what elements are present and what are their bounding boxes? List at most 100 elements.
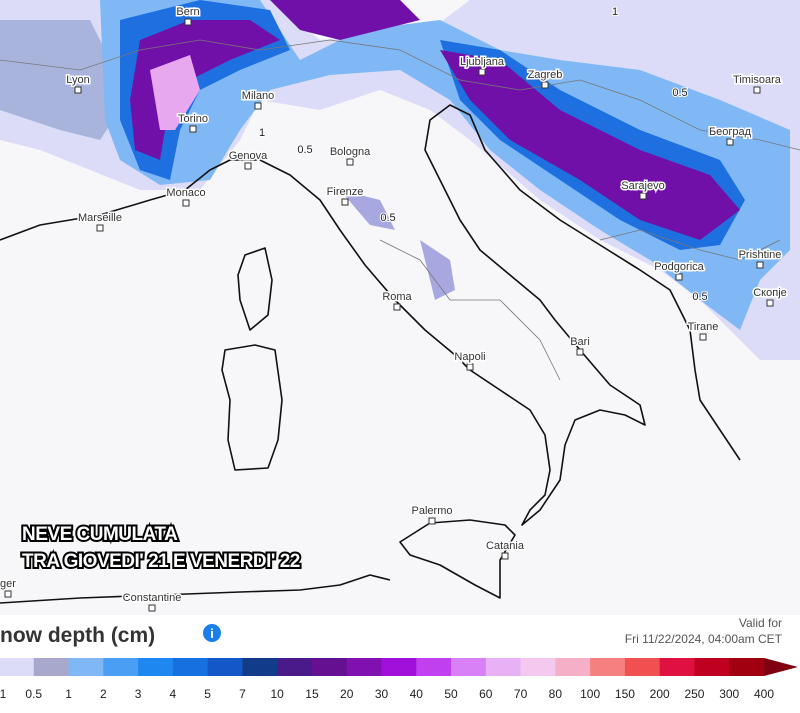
legend-tick-label: 70 xyxy=(514,687,528,701)
legend-swatch xyxy=(555,658,591,676)
place-marker xyxy=(346,158,354,166)
legend-swatch xyxy=(729,658,765,676)
legend-swatch xyxy=(520,658,556,676)
place-label: Bari xyxy=(570,336,590,348)
place-label: Monaco xyxy=(166,187,205,199)
place-marker xyxy=(393,303,401,311)
place-marker xyxy=(189,125,197,133)
legend-tick-label: 400 xyxy=(754,687,774,701)
legend-tick-label: 150 xyxy=(615,687,635,701)
legend-title: now depth (cm) xyxy=(0,624,155,647)
place-label: Catania xyxy=(486,540,525,552)
snow-purple xyxy=(130,0,740,240)
place-marker xyxy=(766,299,774,307)
place-marker xyxy=(182,199,190,207)
snow-gray xyxy=(0,20,120,140)
legend-swatch xyxy=(694,658,730,676)
color-bar: 1 0.5 1 2 3 4 5 7 10 15 20 30 40 50 60 70 80 100 150 200 250… xyxy=(0,658,798,701)
legend-tick-label: 3 xyxy=(135,687,142,701)
sardinia xyxy=(221,344,283,471)
place-marker xyxy=(341,198,349,206)
place-label: Palermo xyxy=(412,505,453,517)
place-marker xyxy=(756,261,764,269)
place-marker xyxy=(639,192,647,200)
place-label: Napoli xyxy=(454,351,485,363)
place-marker xyxy=(576,348,584,356)
legend-tick-label: 100 xyxy=(580,687,600,701)
corsica xyxy=(237,247,273,331)
legend-swatch xyxy=(277,658,313,676)
overlay-title: NEVE CUMULATA xyxy=(22,524,178,545)
legend-swatch xyxy=(0,658,35,676)
place-marker xyxy=(148,604,156,612)
sicily xyxy=(399,519,516,599)
place-label: Marseille xyxy=(78,212,122,224)
place-label: Sarajevo xyxy=(621,180,664,192)
legend-tick-label: 5 xyxy=(204,687,211,701)
legend-tick-label: 2 xyxy=(100,687,107,701)
legend-swatch xyxy=(381,658,417,676)
place-label: Podgorica xyxy=(654,261,704,273)
contour-label: 0.5 xyxy=(692,291,707,303)
contour-label: 1 xyxy=(259,127,265,139)
borders xyxy=(0,39,800,381)
legend-tick-label: 50 xyxy=(444,687,458,701)
place-marker xyxy=(244,162,252,170)
place-label: Timisoara xyxy=(733,74,782,86)
place-marker xyxy=(699,333,707,341)
place-label: ger xyxy=(0,578,16,590)
svg-text:i: i xyxy=(210,626,214,641)
legend-tick-label: 300 xyxy=(719,687,739,701)
place-marker xyxy=(541,81,549,89)
legend-swatch xyxy=(659,658,695,676)
place-marker xyxy=(675,273,683,281)
place-marker xyxy=(4,590,12,598)
contour-label: 0.5 xyxy=(672,87,687,99)
place-label: Torino xyxy=(178,113,208,125)
legend-tick-label: 1 xyxy=(65,687,72,701)
legend-swatch xyxy=(172,658,209,676)
legend-swatch xyxy=(624,658,661,676)
legend-arrow xyxy=(764,658,798,676)
place-label: Roma xyxy=(382,291,412,303)
place-label: Lyon xyxy=(66,74,89,86)
place-label: Ljubljana xyxy=(460,56,505,68)
legend-swatch xyxy=(485,658,522,676)
legend-tick-label: 10 xyxy=(271,687,285,701)
legend-tick-label: 1 xyxy=(0,687,7,701)
place-label: Prishtine xyxy=(739,249,782,261)
coastline xyxy=(0,104,741,526)
info-icon[interactable]: i xyxy=(203,624,221,642)
place-label: Milano xyxy=(242,90,274,102)
legend-swatch xyxy=(103,658,139,676)
legend-tick-label: 40 xyxy=(410,687,424,701)
legend-tick-label: 80 xyxy=(549,687,563,701)
legend-swatch xyxy=(451,658,487,676)
snow-deep-blue xyxy=(120,0,745,250)
contour-label: 0.5 xyxy=(297,144,312,156)
place-label: Београд xyxy=(709,126,752,138)
place-label: Constantine xyxy=(123,592,182,604)
contour-label: 0.5 xyxy=(380,212,395,224)
place-marker xyxy=(96,224,104,232)
snow-pink xyxy=(150,55,200,130)
legend-tick-label: 0.5 xyxy=(25,687,42,701)
valid-label: Valid for xyxy=(739,616,782,630)
place-label: Скопје xyxy=(753,287,787,299)
legend-swatch xyxy=(207,658,243,676)
snow-blue xyxy=(100,0,790,330)
contour-label: 1 xyxy=(612,6,618,18)
places: Bern Lyon Milano Torino Genova Monaco Marseill… xyxy=(0,4,788,612)
legend-swatch xyxy=(138,658,174,676)
legend-swatch xyxy=(416,658,452,676)
legend-tick-label: 4 xyxy=(170,687,177,701)
snow-patches xyxy=(340,190,455,300)
legend-swatch xyxy=(68,658,104,676)
place-label: Zagreb xyxy=(528,69,563,81)
legend-tick-label: 15 xyxy=(305,687,319,701)
place-marker xyxy=(428,517,436,525)
legend-tick-label: 30 xyxy=(375,687,389,701)
place-marker xyxy=(726,138,734,146)
legend-swatch xyxy=(242,658,278,676)
